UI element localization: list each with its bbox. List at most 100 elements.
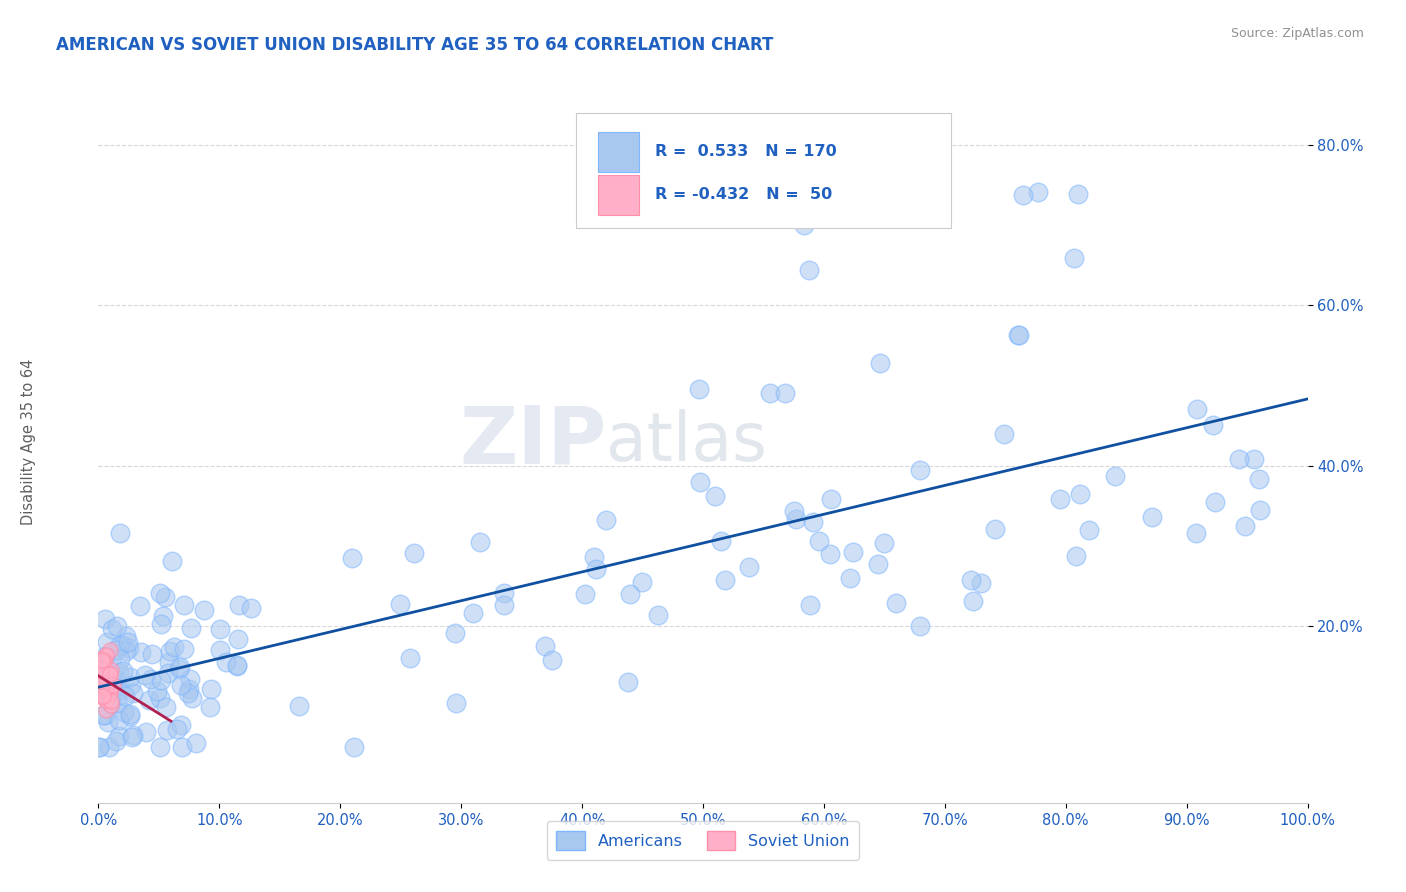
Point [1064, 549, 1087, 563]
Point [97, 739, 120, 754]
Point [90, 678, 112, 692]
Point [120, 670, 142, 684]
Point [105, 619, 128, 633]
Point [492, 598, 515, 612]
Point [773, 386, 796, 401]
Point [111, 638, 134, 652]
Point [91, 657, 114, 672]
Point [541, 653, 564, 667]
Point [94, 648, 117, 662]
Point [799, 263, 821, 277]
Point [200, 681, 222, 696]
Point [689, 382, 711, 396]
Point [141, 647, 163, 661]
Point [115, 630, 138, 644]
Point [962, 594, 984, 608]
Point [993, 426, 1015, 441]
Point [139, 673, 162, 687]
Point [167, 662, 190, 676]
Point [122, 728, 145, 742]
Point [574, 587, 596, 601]
Point [842, 545, 865, 559]
Point [1227, 451, 1250, 466]
Point [155, 700, 177, 714]
Point [94, 648, 117, 663]
Point [785, 511, 807, 525]
Point [389, 597, 412, 611]
Point [1243, 452, 1265, 467]
Point [108, 665, 131, 679]
Point [114, 644, 136, 658]
Point [1049, 491, 1071, 506]
Point [181, 691, 204, 706]
Point [1202, 418, 1225, 433]
Point [90, 662, 112, 676]
Point [1026, 186, 1049, 200]
Point [100, 694, 122, 708]
Point [97, 686, 120, 700]
Point [91, 690, 114, 704]
Point [91, 667, 114, 681]
Point [149, 585, 172, 599]
Point [173, 599, 195, 613]
Point [157, 655, 180, 669]
Point [138, 693, 160, 707]
Point [90, 678, 112, 692]
Point [100, 684, 122, 698]
Point [179, 682, 201, 697]
Point [94, 687, 117, 701]
Point [1249, 503, 1271, 517]
Point [169, 659, 191, 673]
Point [90, 672, 112, 686]
Point [91, 669, 114, 683]
Point [90, 666, 112, 681]
Point [228, 599, 250, 613]
FancyBboxPatch shape [576, 112, 950, 228]
Point [399, 651, 422, 665]
Point [91, 707, 114, 722]
Point [1067, 186, 1090, 201]
Point [166, 722, 188, 736]
Point [134, 668, 156, 682]
Point [959, 573, 981, 587]
Point [112, 664, 135, 678]
Point [179, 672, 201, 686]
Point [90, 686, 112, 700]
Point [91, 680, 114, 694]
Point [93, 612, 115, 626]
Text: R = -0.432   N =  50: R = -0.432 N = 50 [655, 187, 832, 202]
Point [120, 708, 142, 723]
Point [1185, 525, 1208, 540]
Point [1104, 468, 1126, 483]
Point [93, 677, 115, 691]
Point [343, 739, 366, 754]
FancyBboxPatch shape [598, 175, 638, 215]
Point [110, 682, 132, 697]
Point [172, 739, 194, 754]
Point [1011, 188, 1033, 202]
Point [818, 548, 841, 562]
Point [108, 713, 131, 727]
Point [97, 674, 120, 689]
Point [100, 664, 122, 678]
Point [114, 690, 136, 704]
Point [94, 683, 117, 698]
Point [93, 673, 115, 688]
Point [1140, 510, 1163, 524]
Point [146, 684, 169, 698]
Point [910, 619, 932, 633]
Point [838, 571, 860, 585]
Point [444, 697, 467, 711]
Point [89, 681, 111, 695]
Point [118, 706, 141, 721]
Point [793, 219, 815, 233]
Point [101, 685, 124, 699]
Point [402, 546, 425, 560]
Point [94, 665, 117, 680]
Point [180, 621, 202, 635]
Point [87, 674, 110, 689]
Point [240, 601, 263, 615]
Point [91, 674, 114, 689]
FancyBboxPatch shape [598, 132, 638, 172]
Point [105, 696, 128, 710]
